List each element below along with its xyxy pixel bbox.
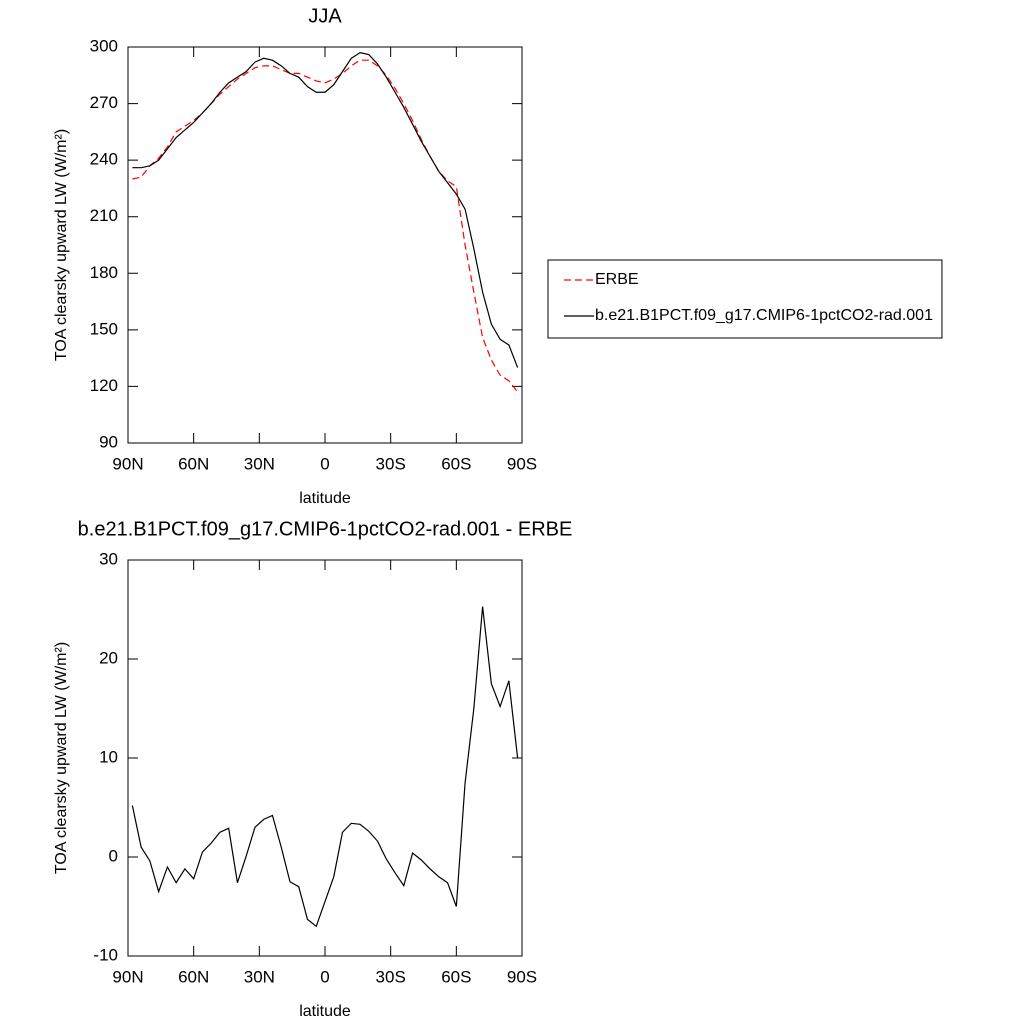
x-tick-label: 0 xyxy=(320,967,329,986)
x-tick-label: 60S xyxy=(441,454,471,473)
x-tick-label: 30S xyxy=(376,454,406,473)
y-tick-label: 270 xyxy=(90,93,118,112)
x-tick-label: 0 xyxy=(320,454,329,473)
x-tick-label: 90S xyxy=(507,967,537,986)
legend-label: b.e21.B1PCT.f09_g17.CMIP6-1pctCO2-rad.00… xyxy=(595,307,933,324)
y-tick-label: 300 xyxy=(90,36,118,55)
y-tick-label: 120 xyxy=(90,376,118,395)
x-tick-label: 60N xyxy=(178,454,209,473)
x-tick-label: 90S xyxy=(507,454,537,473)
y-axis-title: TOA clearsky upward LW (W/m²) xyxy=(53,129,70,361)
y-tick-label: 240 xyxy=(90,150,118,169)
y-tick-label: 150 xyxy=(90,319,118,338)
y-tick-label: 0 xyxy=(109,846,118,865)
data-line xyxy=(132,59,519,393)
legend: ERBE b.e21.B1PCT.f09_g17.CMIP6-1pctCO2-ra… xyxy=(547,259,943,339)
x-tick-label: 60S xyxy=(441,967,471,986)
y-tick-label: -10 xyxy=(93,945,118,964)
chart-title: JJA xyxy=(308,5,342,27)
x-tick-label: 30N xyxy=(244,454,275,473)
data-line xyxy=(132,52,519,368)
y-tick-label: 20 xyxy=(99,648,118,667)
y-tick-label: 10 xyxy=(99,747,118,766)
x-tick-label: 60N xyxy=(178,967,209,986)
y-tick-label: 90 xyxy=(99,432,118,451)
data-line xyxy=(131,606,519,928)
legend-label: ERBE xyxy=(595,271,639,288)
x-axis-title: latitude xyxy=(299,1003,351,1020)
plot-frame xyxy=(127,559,523,957)
y-tick-label: 210 xyxy=(90,206,118,225)
chart-title: b.e21.B1PCT.f09_g17.CMIP6-1pctCO2-rad.00… xyxy=(78,518,573,540)
x-tick-label: 90N xyxy=(112,454,143,473)
x-axis-title: latitude xyxy=(299,490,351,507)
y-tick-label: 180 xyxy=(90,263,118,282)
legend-box xyxy=(547,259,943,339)
plot-frame xyxy=(127,46,523,444)
y-axis-title: TOA clearsky upward LW (W/m²) xyxy=(53,642,70,874)
x-tick-label: 30N xyxy=(244,967,275,986)
x-tick-label: 30S xyxy=(376,967,406,986)
y-tick-label: 30 xyxy=(99,549,118,568)
x-tick-label: 90N xyxy=(112,967,143,986)
